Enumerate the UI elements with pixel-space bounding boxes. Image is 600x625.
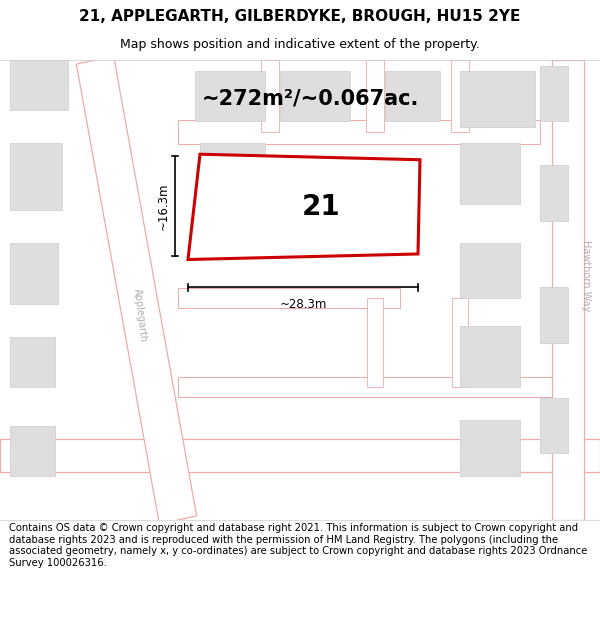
Polygon shape bbox=[460, 71, 535, 126]
Polygon shape bbox=[540, 165, 568, 221]
Polygon shape bbox=[178, 377, 560, 397]
Polygon shape bbox=[385, 71, 440, 121]
Polygon shape bbox=[195, 71, 265, 121]
Polygon shape bbox=[460, 326, 520, 387]
Polygon shape bbox=[261, 60, 279, 132]
Polygon shape bbox=[10, 243, 58, 304]
Polygon shape bbox=[0, 439, 600, 472]
Polygon shape bbox=[367, 298, 383, 387]
Polygon shape bbox=[10, 143, 62, 209]
Polygon shape bbox=[366, 60, 384, 132]
Text: Applegarth: Applegarth bbox=[132, 288, 148, 342]
Text: 21, APPLEGARTH, GILBERDYKE, BROUGH, HU15 2YE: 21, APPLEGARTH, GILBERDYKE, BROUGH, HU15… bbox=[79, 9, 521, 24]
Polygon shape bbox=[188, 154, 420, 259]
Polygon shape bbox=[10, 337, 55, 387]
Polygon shape bbox=[552, 60, 584, 520]
Text: Map shows position and indicative extent of the property.: Map shows position and indicative extent… bbox=[120, 38, 480, 51]
Polygon shape bbox=[280, 71, 350, 121]
Text: Contains OS data © Crown copyright and database right 2021. This information is : Contains OS data © Crown copyright and d… bbox=[9, 523, 587, 568]
Polygon shape bbox=[452, 298, 468, 387]
Polygon shape bbox=[460, 243, 520, 298]
Polygon shape bbox=[10, 60, 68, 110]
Polygon shape bbox=[451, 60, 469, 132]
Polygon shape bbox=[540, 398, 568, 454]
Polygon shape bbox=[178, 288, 400, 308]
Text: Hawthorn Way: Hawthorn Way bbox=[581, 241, 591, 312]
Polygon shape bbox=[460, 143, 520, 204]
Polygon shape bbox=[76, 56, 197, 524]
Polygon shape bbox=[200, 143, 265, 199]
Polygon shape bbox=[178, 120, 540, 144]
Polygon shape bbox=[10, 426, 55, 476]
Text: ~16.3m: ~16.3m bbox=[157, 182, 170, 230]
Polygon shape bbox=[540, 288, 568, 342]
Polygon shape bbox=[460, 420, 520, 476]
Text: 21: 21 bbox=[302, 193, 341, 221]
Text: ~28.3m: ~28.3m bbox=[280, 299, 326, 311]
Polygon shape bbox=[540, 66, 568, 121]
Text: ~272m²/~0.067ac.: ~272m²/~0.067ac. bbox=[202, 89, 419, 109]
